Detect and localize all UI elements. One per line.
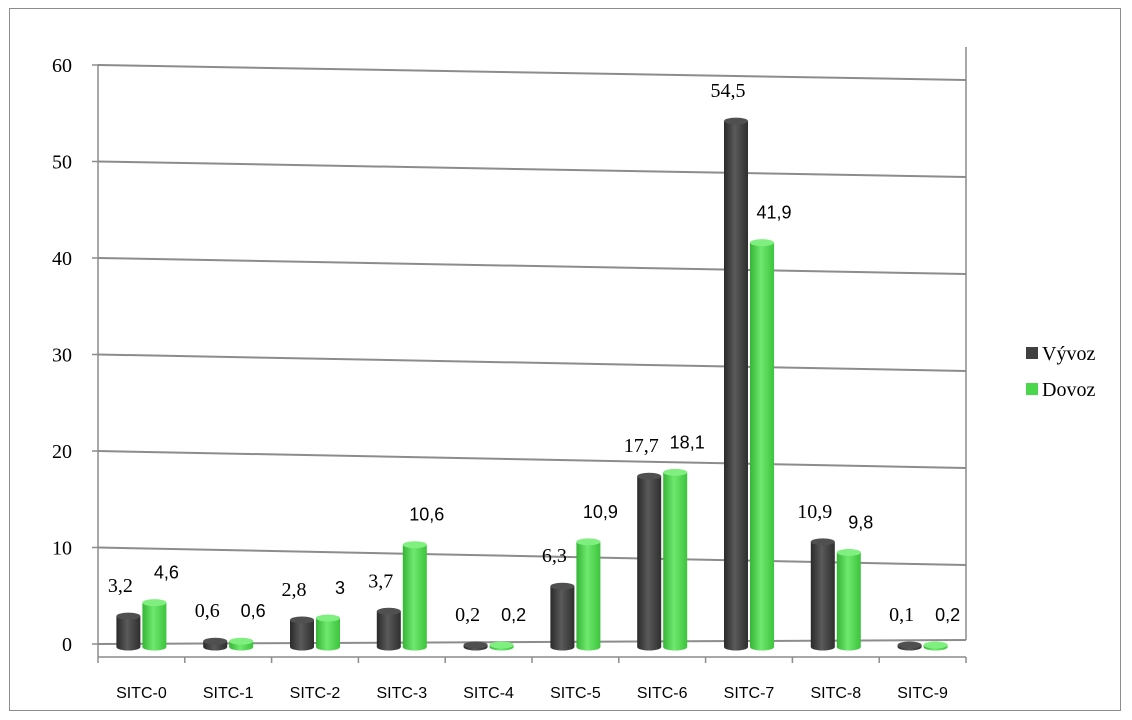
gridlines bbox=[97, 64, 967, 645]
bar-vyvoz bbox=[203, 637, 228, 651]
x-tick-label: SITC-7 bbox=[724, 685, 775, 702]
axes: 0 10 20 30 40 50 60 SITC-0 SITC-1 SITC-2 SITC-3 SIT… bbox=[52, 47, 967, 702]
y-tick-label: 50 bbox=[52, 152, 72, 174]
data-label: 0,1 bbox=[889, 604, 914, 626]
gridline bbox=[97, 353, 967, 372]
x-tick-label: SITC-4 bbox=[463, 685, 514, 702]
bar-dovoz bbox=[750, 239, 774, 651]
data-label: 0,2 bbox=[935, 605, 960, 625]
legend-label: Vývoz bbox=[1042, 343, 1095, 365]
gridline bbox=[97, 639, 967, 645]
data-labels: 3,2 4,6 0,6 0,6 2,8 3 3,7 10,6 0,2 0,2 6,3 10,9 17,7… bbox=[108, 80, 960, 626]
bar-vyvoz bbox=[724, 117, 748, 651]
bar-vyvoz bbox=[550, 582, 575, 651]
legend-item: Dovoz bbox=[1026, 379, 1095, 401]
x-tick-label: SITC-6 bbox=[637, 685, 688, 702]
x-tick-label: SITC-8 bbox=[810, 685, 861, 702]
bar-vyvoz bbox=[116, 612, 141, 651]
x-tick-label: SITC-0 bbox=[116, 685, 167, 702]
data-label: 0,6 bbox=[195, 600, 220, 622]
legend-swatch bbox=[1026, 347, 1038, 359]
legend: Vývoz Dovoz bbox=[1026, 343, 1095, 401]
data-label: 4,6 bbox=[154, 563, 179, 583]
legend-label: Dovoz bbox=[1042, 379, 1095, 401]
gridline bbox=[97, 257, 967, 275]
bar-dovoz bbox=[923, 641, 948, 651]
y-tick-label: 60 bbox=[52, 55, 72, 77]
data-label: 0,2 bbox=[455, 604, 480, 626]
bar-dovoz bbox=[316, 614, 340, 651]
data-label: 3 bbox=[335, 578, 345, 598]
data-label: 3,2 bbox=[108, 575, 133, 597]
x-tick-label: SITC-5 bbox=[550, 685, 601, 702]
bar-dovoz bbox=[836, 548, 861, 651]
data-label: 3,7 bbox=[368, 570, 393, 592]
y-tick-label: 30 bbox=[52, 345, 72, 367]
legend-item: Vývoz bbox=[1026, 343, 1095, 365]
y-tick-label: 10 bbox=[52, 538, 72, 560]
data-label: 17,7 bbox=[624, 435, 659, 457]
x-tick-label: SITC-1 bbox=[203, 685, 254, 702]
data-label: 2,8 bbox=[282, 579, 307, 601]
bar-dovoz bbox=[576, 538, 601, 651]
bar-vyvoz bbox=[810, 538, 835, 651]
x-tick-label: SITC-3 bbox=[376, 685, 427, 702]
bar-vyvoz bbox=[637, 472, 662, 651]
data-label: 54,5 bbox=[711, 80, 746, 102]
y-tick-label: 0 bbox=[62, 634, 72, 656]
bar-vyvoz bbox=[376, 607, 401, 651]
data-label: 10,9 bbox=[583, 502, 618, 522]
bar-dovoz bbox=[402, 541, 427, 651]
gridline bbox=[97, 160, 967, 178]
data-label: 0,6 bbox=[241, 601, 266, 621]
bar-dovoz bbox=[663, 468, 688, 651]
y-tick-label: 20 bbox=[52, 441, 72, 463]
x-tick-label: SITC-2 bbox=[290, 685, 341, 702]
bar-dovoz bbox=[489, 641, 514, 651]
bar-vyvoz bbox=[290, 616, 314, 651]
bar-vyvoz bbox=[463, 641, 488, 651]
bar-dovoz bbox=[142, 599, 167, 651]
bar-vyvoz bbox=[897, 641, 922, 651]
data-label: 6,3 bbox=[542, 545, 567, 567]
data-label: 9,8 bbox=[848, 512, 873, 532]
x-tick-label: SITC-9 bbox=[897, 685, 948, 702]
bar-dovoz bbox=[229, 637, 254, 651]
gridline bbox=[97, 450, 967, 469]
data-label: 10,9 bbox=[797, 501, 832, 523]
data-label: 10,6 bbox=[409, 505, 444, 525]
y-tick-label: 40 bbox=[52, 248, 72, 270]
gridline bbox=[97, 64, 967, 81]
gridline bbox=[97, 546, 967, 566]
data-label: 41,9 bbox=[756, 203, 791, 223]
bars bbox=[116, 117, 948, 651]
data-label: 18,1 bbox=[670, 432, 705, 452]
data-label: 0,2 bbox=[501, 605, 526, 625]
legend-swatch bbox=[1026, 383, 1038, 395]
